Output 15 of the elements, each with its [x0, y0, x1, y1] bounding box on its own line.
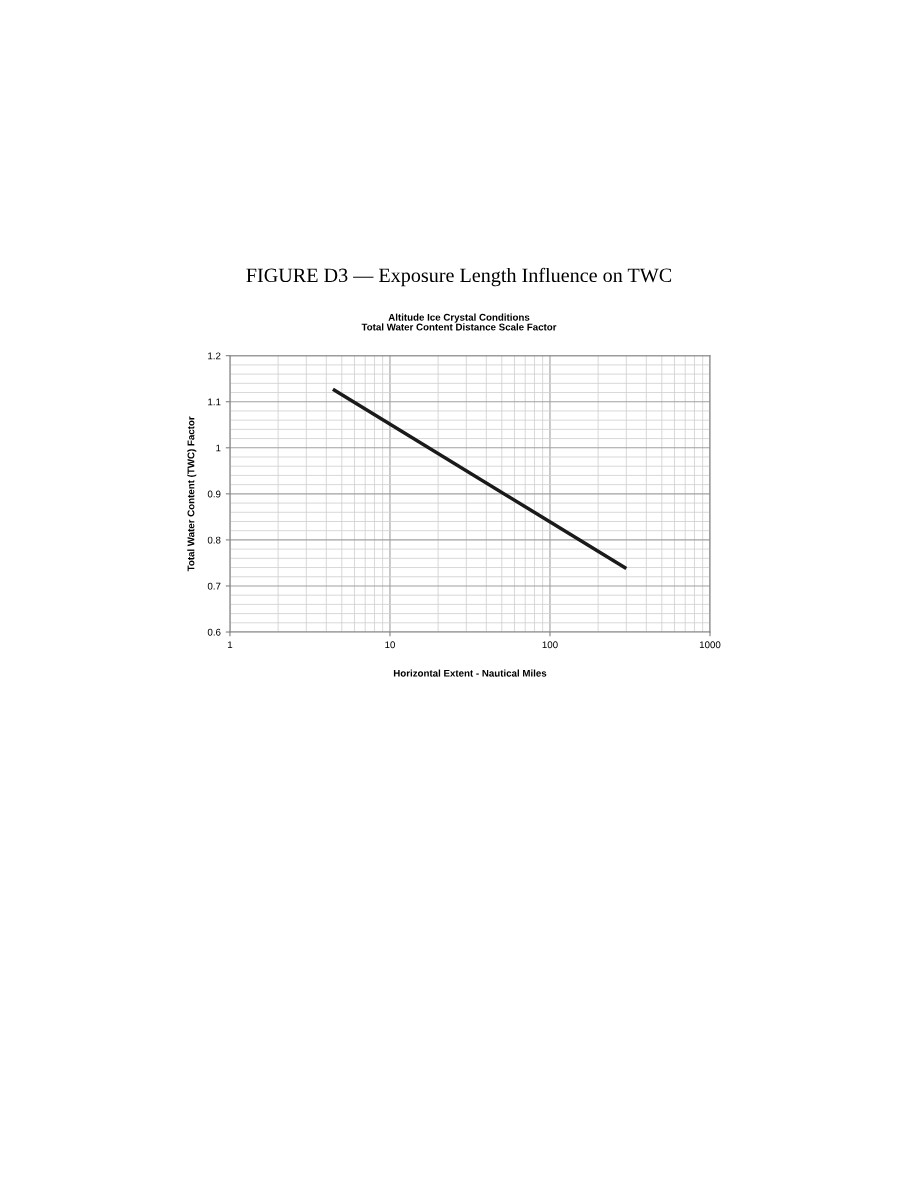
y-tick-label: 0.8 [207, 536, 221, 544]
x-tick-label: 100 [542, 641, 558, 649]
y-tick-label: 0.7 [207, 582, 221, 590]
y-tick-label: 1 [216, 444, 221, 452]
y-tick-label: 0.6 [207, 628, 221, 636]
x-tick-label: 1 [228, 641, 233, 649]
chart-subtitle: Altitude Ice Crystal Conditions Total Water Content Distance Scale Factor [361, 313, 557, 331]
chart-title: FIGURE D3 — Exposure Length Influence on TWC [246, 267, 672, 287]
x-axis-title: Horizontal Extent - Nautical Miles [393, 669, 547, 677]
x-tick-label: 10 [385, 641, 395, 649]
y-axis-title: Total Water Content (TWC) Factor [187, 416, 197, 572]
x-tick-label: 1000 [699, 641, 721, 649]
y-tick-label: 0.9 [207, 490, 221, 498]
y-tick-label: 1.1 [208, 398, 221, 406]
y-tick-label: 1.2 [208, 352, 221, 360]
